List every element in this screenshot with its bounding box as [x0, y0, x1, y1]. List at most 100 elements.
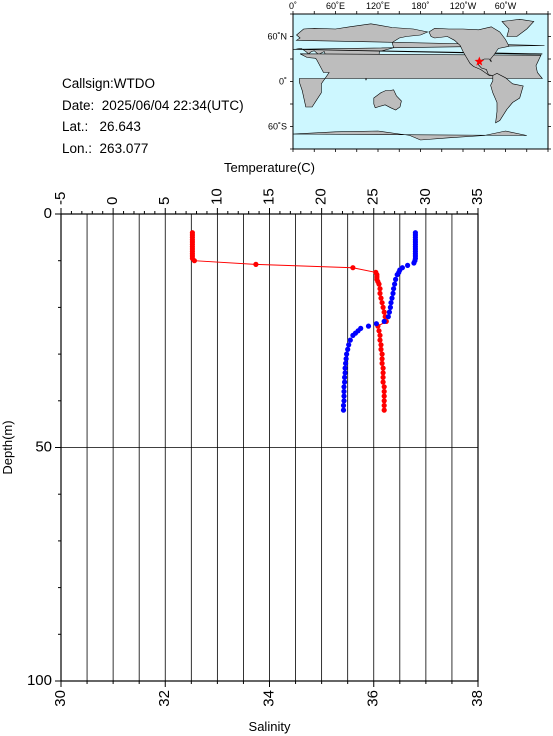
bottom-axis-tick-label: 34: [260, 690, 277, 707]
temperature-point: [377, 290, 383, 296]
temperature-point: [379, 360, 385, 366]
date-label: Date:: [62, 97, 95, 113]
temperature-point: [380, 379, 386, 385]
salinity-point: [346, 342, 352, 348]
map-lat-label: 60˚S: [268, 122, 287, 132]
map-land-australia: [373, 89, 402, 111]
top-axis-title: Temperature(C): [224, 160, 315, 175]
top-axis-tick-label: 30: [417, 188, 434, 205]
date-row: Date: 2025/06/04 22:34(UTC): [62, 95, 244, 117]
temperature-point: [380, 374, 386, 380]
salinity-point: [342, 379, 348, 385]
map-lon-label: 120˚W: [450, 1, 477, 11]
temperature-point: [376, 328, 382, 334]
salinity-point: [385, 314, 391, 320]
map-lon-label: 0˚: [289, 1, 297, 11]
bottom-axis-tick-label: 32: [156, 690, 173, 707]
temperature-point: [191, 258, 197, 264]
bottom-axis-title: Salinity: [249, 719, 291, 734]
map-lon-label: 60˚E: [326, 1, 345, 11]
callsign-value: WTDO: [113, 76, 156, 91]
salinity-point: [392, 281, 398, 287]
temperature-point: [381, 384, 387, 390]
bottom-axis-tick-label: 30: [52, 690, 69, 707]
salinity-point: [391, 286, 397, 292]
salinity-point: [345, 346, 351, 352]
salinity-point: [341, 384, 347, 390]
lat-label: Lat.:: [62, 119, 89, 134]
salinity-point: [342, 365, 348, 371]
salinity-point: [340, 402, 347, 409]
temperature-point: [379, 351, 385, 357]
temperature-point: [379, 356, 385, 362]
depth-axis-tick-label: 50: [35, 438, 52, 455]
salinity-point: [381, 318, 387, 324]
temperature-point: [378, 342, 384, 348]
temperature-point: [380, 365, 386, 371]
temperature-point: [380, 370, 386, 376]
temperature-point: [376, 281, 382, 287]
map-land-south-america: [490, 72, 524, 124]
map-lon-label: 180˚: [411, 1, 429, 11]
depth-axis-tick-label: 100: [27, 672, 52, 689]
temperature-point: [381, 398, 387, 404]
depth-axis-tick-label: 0: [44, 205, 52, 222]
salinity-point: [386, 309, 392, 315]
date-value: 2025/06/04 22:34(UTC): [101, 97, 244, 113]
salinity-point: [341, 393, 347, 399]
lon-row: Lon.: 263.077: [62, 138, 244, 160]
temperature-point: [253, 261, 259, 267]
salinity-point: [343, 356, 349, 362]
temperature-point: [379, 300, 385, 306]
depth-axis-title: Depth(m): [0, 420, 15, 474]
salinity-point: [344, 351, 350, 357]
map-land-north-america: [428, 26, 510, 76]
bottom-axis-tick-label: 36: [365, 690, 382, 707]
temperature-point: [381, 309, 387, 315]
callsign-label: Callsign:: [62, 76, 114, 91]
salinity-point: [340, 407, 347, 413]
salinity-point: [405, 262, 411, 268]
top-axis-tick-label: 0: [104, 197, 121, 205]
station-marker-star-icon: [474, 56, 485, 66]
map-land-greenland: [501, 18, 535, 37]
salinity-point: [343, 360, 349, 366]
station-info: Callsign:WTDO Date: 2025/06/04 22:34(UTC…: [62, 73, 244, 159]
map-lon-label: 60˚W: [495, 1, 517, 11]
salinity-point: [394, 272, 400, 278]
temperature-point: [381, 402, 387, 409]
temperature-point: [377, 337, 383, 343]
salinity-point: [342, 370, 348, 376]
temperature-point: [380, 304, 386, 310]
salinity-point: [342, 374, 348, 380]
map-lat-label: 60˚N: [267, 32, 287, 42]
map-lat-label: 0˚: [279, 77, 287, 87]
salinity-point: [341, 398, 347, 404]
salinity-point: [347, 337, 353, 343]
top-axis-tick-label: 20: [313, 188, 330, 205]
salinity-point: [389, 295, 395, 301]
map-land-africa: [299, 53, 543, 108]
salinity-point: [350, 332, 356, 338]
salinity-series: [340, 230, 418, 413]
lat-row: Lat.: 26.643: [62, 116, 244, 138]
salinity-point: [388, 300, 394, 306]
top-axis-tick-label: 25: [365, 188, 382, 205]
temperature-point: [350, 265, 356, 271]
lon-label: Lon.:: [62, 140, 93, 156]
salinity-point: [411, 260, 417, 266]
top-axis-tick-label: 5: [156, 197, 173, 205]
top-axis-tick-label: 35: [469, 188, 486, 205]
bottom-axis-tick-label: 38: [469, 690, 486, 707]
temperature-point: [378, 295, 384, 301]
salinity-point: [341, 388, 347, 395]
salinity-point: [387, 304, 393, 310]
salinity-point: [365, 323, 372, 329]
map-lon-label: 120˚E: [366, 1, 390, 11]
temperature-point: [377, 332, 383, 338]
temperature-point: [381, 388, 387, 395]
callsign-row: Callsign:WTDO: [62, 73, 244, 95]
temperature-point: [377, 286, 383, 292]
